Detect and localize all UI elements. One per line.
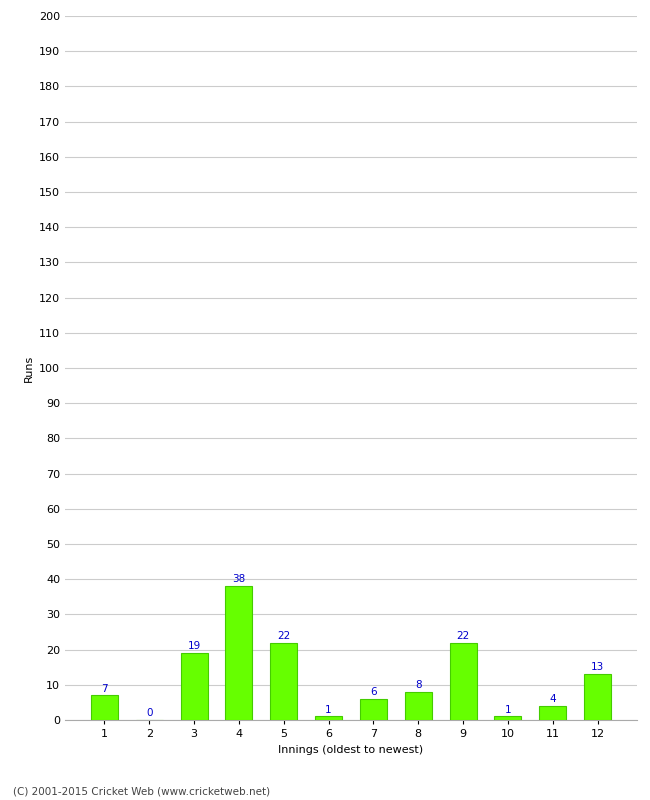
Text: 19: 19 (187, 642, 201, 651)
Bar (450, 642, 476, 720)
Text: (C) 2001-2015 Cricket Web (www.cricketweb.net): (C) 2001-2015 Cricket Web (www.cricketwe… (13, 786, 270, 796)
Bar (405, 692, 432, 720)
Text: 22: 22 (456, 630, 470, 641)
Bar (315, 717, 342, 720)
Bar (584, 674, 611, 720)
Text: 7: 7 (101, 683, 108, 694)
Bar (181, 653, 207, 720)
Text: 38: 38 (232, 574, 246, 585)
Bar (495, 717, 521, 720)
Bar (360, 699, 387, 720)
Text: 4: 4 (549, 694, 556, 704)
Bar (270, 642, 297, 720)
Text: 6: 6 (370, 687, 377, 697)
Bar (91, 695, 118, 720)
Text: 1: 1 (504, 705, 511, 714)
X-axis label: Innings (oldest to newest): Innings (oldest to newest) (278, 745, 424, 754)
Text: 22: 22 (277, 630, 291, 641)
Text: 8: 8 (415, 680, 422, 690)
Bar (226, 586, 252, 720)
Text: 1: 1 (325, 705, 332, 714)
Text: 13: 13 (591, 662, 604, 673)
Bar (540, 706, 566, 720)
Y-axis label: Runs: Runs (23, 354, 33, 382)
Text: 0: 0 (146, 708, 153, 718)
